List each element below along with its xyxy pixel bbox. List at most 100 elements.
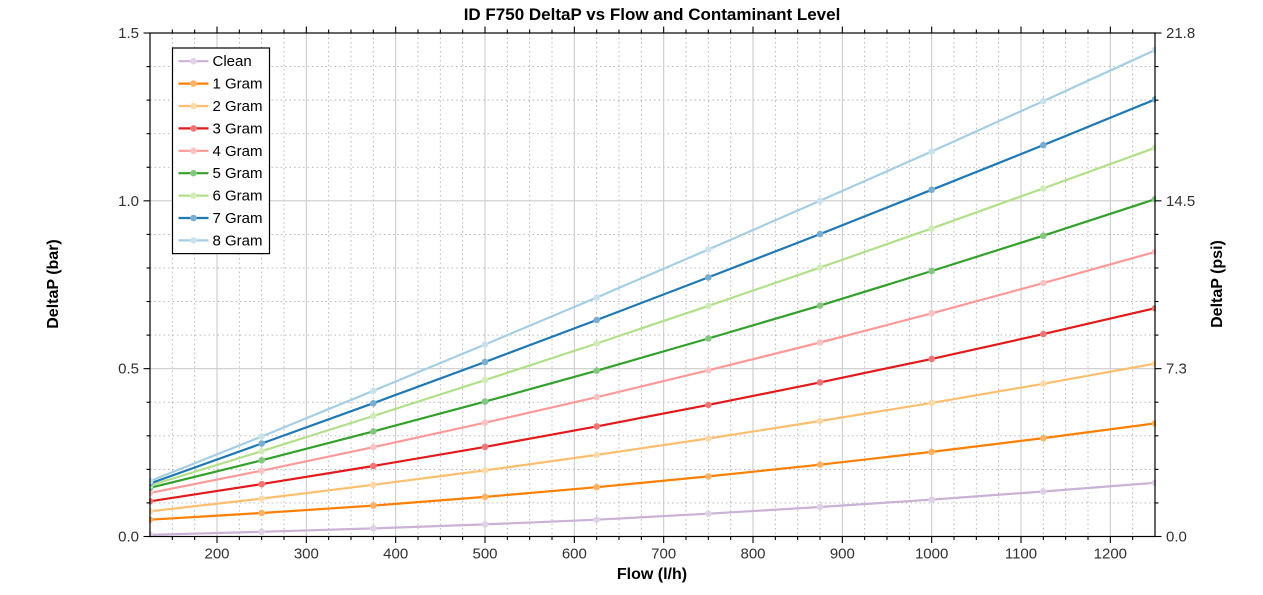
- x-tick-label: 600: [562, 546, 587, 563]
- legend-label: Clean: [213, 53, 252, 70]
- series-line-clean: [149, 481, 1156, 536]
- series-marker-6-gram: [593, 340, 600, 347]
- series-marker-7-gram: [370, 399, 377, 407]
- x-tick-label: 500: [472, 546, 497, 563]
- series-marker-8-gram: [593, 294, 600, 301]
- legend-item-1-gram: 1 Gram: [178, 76, 263, 93]
- series-marker-6-gram: [1040, 185, 1047, 192]
- legend-item-3-gram: 3 Gram: [178, 120, 263, 137]
- series-marker-7-gram: [928, 186, 935, 194]
- series-line-8-gram: [149, 49, 1156, 483]
- y-right-tick-label: 21.8: [1166, 25, 1195, 42]
- x-axis-label: Flow (l/h): [616, 566, 688, 583]
- series-marker-4-gram: [258, 467, 265, 475]
- y-left-tick-label: 1.5: [118, 25, 139, 42]
- series-marker-4-gram: [370, 443, 377, 451]
- legend-marker: [190, 192, 197, 199]
- series-marker-3-gram: [928, 355, 935, 363]
- legend-item-2-gram: 2 Gram: [178, 98, 263, 115]
- y-axis-label-right: DeltaP (psi): [1209, 240, 1226, 328]
- series-3-gram: [149, 304, 1156, 505]
- legend-label: 6 Gram: [213, 188, 263, 205]
- series-marker-4-gram: [928, 309, 935, 317]
- series-marker-3-gram: [705, 401, 712, 409]
- series-marker-2-gram: [481, 467, 489, 474]
- series-marker-5-gram: [370, 428, 377, 435]
- data-series: [149, 46, 1156, 538]
- legend-marker: [190, 57, 197, 65]
- series-marker-5-gram: [928, 267, 935, 275]
- series-marker-8-gram: [1040, 97, 1047, 105]
- y-left-tick-labels: 0.0 0.5 1.0 1.5: [118, 25, 139, 546]
- series-line-4-gram: [149, 250, 1156, 494]
- minor-gridlines: [150, 33, 1155, 537]
- legend-marker: [190, 102, 197, 110]
- series-marker-4-gram: [1040, 279, 1047, 287]
- series-marker-1-gram: [928, 448, 935, 456]
- series-marker-8-gram: [705, 246, 712, 253]
- x-tick-labels: 200 300 400 500 600 700 800 900 1000 1100 1200: [204, 546, 1127, 563]
- series-marker-6-gram: [928, 225, 935, 232]
- legend-item-4-gram: 4 Gram: [178, 143, 263, 160]
- y-left-tick-label: 0.0: [118, 529, 139, 546]
- series-marker-1-gram: [705, 473, 712, 480]
- series-marker-clean: [593, 516, 600, 524]
- x-tick-label: 200: [204, 546, 229, 563]
- plot-frame: [149, 32, 1156, 538]
- legend-label: 2 Gram: [213, 98, 263, 115]
- legend-marker: [190, 214, 197, 222]
- legend-label: 7 Gram: [213, 210, 263, 227]
- series-marker-3-gram: [481, 443, 489, 451]
- x-tick-label: 700: [651, 546, 676, 563]
- series-marker-clean: [481, 521, 489, 528]
- legend-marker: [190, 237, 197, 244]
- series-marker-4-gram: [816, 339, 824, 346]
- series-marker-1-gram: [370, 502, 377, 509]
- series-marker-2-gram: [258, 495, 265, 502]
- series-line-3-gram: [149, 307, 1156, 503]
- series-marker-6-gram: [481, 376, 489, 384]
- series-marker-5-gram: [593, 367, 600, 374]
- x-tick-label: 300: [294, 546, 319, 563]
- series-marker-2-gram: [593, 451, 600, 459]
- x-tick-label: 1000: [915, 546, 948, 563]
- series-marker-6-gram: [258, 447, 265, 455]
- legend: Clean 1 Gram 2 Gram 3 Gram 4 Gram 5 Gram 6 Gra…: [171, 47, 271, 255]
- series-4-gram: [149, 248, 1156, 497]
- legend-label: 3 Gram: [213, 120, 263, 137]
- series-marker-3-gram: [258, 480, 265, 488]
- series-1-gram: [149, 420, 1156, 524]
- legend-marker: [190, 125, 197, 132]
- series-line-7-gram: [149, 98, 1156, 485]
- y-right-tick-label: 14.5: [1166, 193, 1195, 210]
- series-marker-3-gram: [370, 462, 377, 470]
- series-marker-1-gram: [258, 509, 265, 517]
- series-marker-2-gram: [928, 399, 935, 407]
- series-marker-clean: [928, 496, 935, 503]
- legend-label: 1 Gram: [213, 76, 263, 93]
- series-marker-6-gram: [705, 302, 712, 310]
- series-marker-4-gram: [593, 393, 600, 401]
- series-marker-7-gram: [593, 316, 600, 324]
- series-marker-8-gram: [258, 433, 265, 440]
- series-marker-5-gram: [1040, 232, 1047, 240]
- x-tick-label: 900: [830, 546, 855, 563]
- y-right-tick-label: 7.3: [1166, 361, 1187, 378]
- series-marker-5-gram: [481, 398, 489, 405]
- series-marker-7-gram: [258, 440, 265, 447]
- legend-label: 8 Gram: [213, 232, 263, 249]
- y-right-tick-labels: 0.0 7.3 14.5 21.8: [1166, 25, 1195, 546]
- series-marker-1-gram: [481, 493, 489, 501]
- legend-marker: [190, 169, 197, 177]
- series-marker-4-gram: [481, 419, 489, 427]
- series-marker-7-gram: [1040, 141, 1047, 149]
- legend-label: 4 Gram: [213, 143, 263, 160]
- y-right-tick-label: 0.0: [1166, 529, 1187, 546]
- series-marker-3-gram: [816, 379, 824, 386]
- legend-item-7-gram: 7 Gram: [178, 210, 263, 227]
- series-marker-7-gram: [481, 358, 489, 366]
- y-left-tick-label: 0.5: [118, 361, 139, 378]
- series-marker-2-gram: [370, 481, 377, 489]
